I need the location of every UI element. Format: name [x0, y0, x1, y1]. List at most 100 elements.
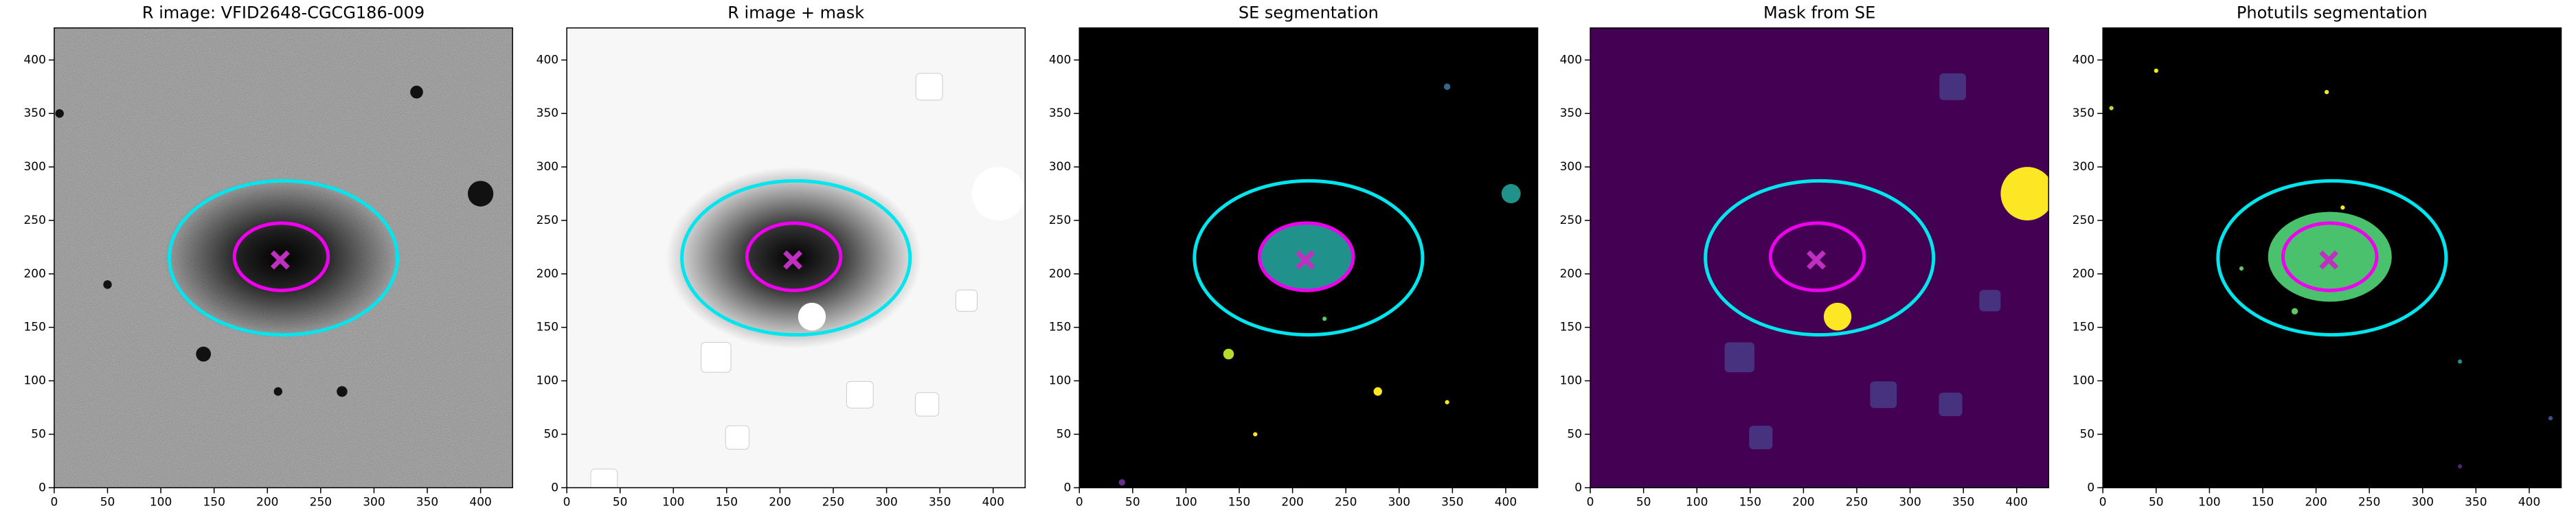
x-tick-label: 200 [2305, 495, 2327, 509]
segment [2340, 205, 2345, 210]
image [1079, 27, 1538, 488]
center-marker [783, 250, 803, 270]
x-tick-label: 150 [1739, 495, 1761, 509]
x-tick-label: 0 [51, 495, 58, 509]
x-tick-label: 300 [2412, 495, 2434, 509]
star [103, 280, 112, 289]
x-tick-label: 350 [1441, 495, 1463, 509]
x-tick-label: 150 [1228, 495, 1250, 509]
y-tick-label: 100 [1560, 374, 1582, 388]
mask-region [1979, 290, 2001, 312]
y-tick-label: 400 [2072, 53, 2094, 67]
y-tick-label: 250 [23, 214, 45, 227]
axes-frame [566, 27, 1026, 489]
x-tick-label: 100 [2198, 495, 2220, 509]
panel: 0 50 100 150 200 250 300 350 400 0 50 100 150 200 250 3… [536, 3, 1026, 509]
x-tick-label: 200 [1281, 495, 1303, 509]
y-tick-label: 0 [551, 481, 558, 494]
center-marker [1807, 250, 1826, 270]
x-tick-label: 100 [150, 495, 172, 509]
x-tick-label: 50 [613, 495, 628, 509]
center-marker [2319, 250, 2339, 270]
y-tick-label: 100 [2072, 374, 2094, 388]
x-tick-label: 50 [1636, 495, 1651, 509]
aperture-ellipse [168, 179, 400, 337]
mask-region [1870, 381, 1897, 409]
y-tick-label: 50 [31, 427, 46, 441]
axes-frame [1590, 27, 2050, 489]
aperture-ellipse [1193, 179, 1425, 337]
panel: 0 50 100 150 200 250 300 350 400 0 50 100 150 200 250 3… [1049, 3, 1539, 509]
segment [2109, 106, 2114, 111]
mask-region [701, 342, 732, 373]
x-tick-label: 200 [1792, 495, 1814, 509]
panel-title: Photutils segmentation [2237, 3, 2428, 23]
y-tick-label: 350 [2072, 106, 2094, 120]
x-tick-label: 0 [563, 495, 571, 509]
x-tick-label: 200 [769, 495, 791, 509]
y-tick-label: 250 [2072, 214, 2094, 227]
star [468, 181, 494, 207]
y-tick-label: 350 [536, 106, 558, 120]
x-tick-label: 150 [716, 495, 738, 509]
image [2103, 27, 2562, 488]
y-tick-label: 0 [1574, 481, 1582, 494]
x-tick-label: 50 [2149, 495, 2164, 509]
segment [2154, 68, 2158, 73]
star [273, 387, 282, 396]
y-tick-label: 250 [1049, 214, 1071, 227]
aperture-ellipse [1258, 221, 1355, 293]
y-tick-label: 350 [1049, 106, 1071, 120]
x-tick-label: 300 [875, 495, 897, 509]
axes-frame [54, 27, 513, 489]
y-tick-label: 0 [2087, 481, 2094, 494]
panel-title: R image + mask [727, 3, 864, 23]
y-tick-label: 50 [1057, 427, 1072, 441]
y-tick-label: 300 [2072, 160, 2094, 174]
y-tick-label: 200 [1049, 267, 1071, 281]
x-tick-label: 300 [1388, 495, 1410, 509]
y-tick-label: 300 [1049, 160, 1071, 174]
mask-region [798, 302, 826, 331]
x-tick-label: 400 [469, 495, 491, 509]
axes-frame [1078, 27, 1539, 489]
y-tick-label: 150 [23, 321, 45, 334]
x-tick-label: 0 [1587, 495, 1594, 509]
x-tick-label: 400 [2518, 495, 2540, 509]
x-tick-label: 350 [929, 495, 951, 509]
segment [1322, 317, 1327, 321]
aperture-ellipse [232, 221, 330, 293]
aperture-ellipse [2216, 179, 2448, 337]
y-tick-label: 300 [1560, 160, 1582, 174]
y-tick-label: 0 [1063, 481, 1071, 494]
y-tick-label: 400 [1049, 53, 1071, 67]
y-tick-label: 200 [2072, 267, 2094, 281]
x-tick-label: 300 [1899, 495, 1921, 509]
center-marker [270, 250, 290, 270]
panel: 0 50 100 150 200 250 300 350 400 0 50 100 150 200 250 3… [1560, 3, 2050, 509]
panel-title: SE segmentation [1239, 3, 1379, 23]
segment [1501, 184, 1521, 204]
segment [2291, 308, 2298, 315]
y-tick-label: 200 [536, 267, 558, 281]
x-tick-label: 350 [2465, 495, 2487, 509]
y-tick-label: 250 [536, 214, 558, 227]
x-tick-label: 0 [2099, 495, 2107, 509]
segment [2324, 89, 2329, 95]
y-tick-label: 400 [1560, 53, 1582, 67]
mask-region [1724, 342, 1755, 373]
star [410, 85, 423, 99]
mask-region [2000, 167, 2049, 220]
mask-region [955, 289, 978, 312]
segment [1253, 432, 1258, 437]
panel: 0 50 100 150 200 250 300 350 400 0 50 100 150 200 250 3… [2072, 3, 2562, 509]
x-tick-label: 0 [1076, 495, 1083, 509]
x-tick-label: 250 [310, 495, 332, 509]
y-tick-label: 300 [23, 160, 45, 174]
segment [2457, 464, 2463, 469]
x-tick-label: 50 [1125, 495, 1140, 509]
y-tick-label: 200 [23, 267, 45, 281]
mask-region [1939, 73, 1967, 100]
segment [2548, 415, 2553, 421]
x-tick-label: 400 [1495, 495, 1517, 509]
